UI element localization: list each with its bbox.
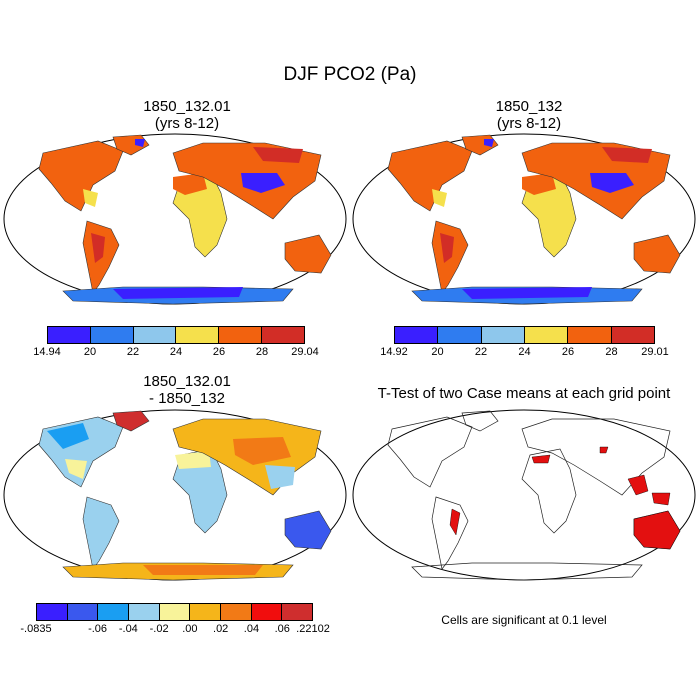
panel3-colorbar-segment (190, 604, 222, 620)
panel2-tick-label: 26 (561, 346, 575, 358)
panel2-colorbar-segment (395, 327, 439, 343)
panel1-colorbar-segment (262, 327, 304, 343)
panel1-title-line2: (yrs 8-12) (154, 115, 220, 132)
panel1-tick-label: 14.94 (33, 346, 61, 358)
panel1-colorbar (47, 326, 305, 344)
panel2-colorbar-segment (438, 327, 482, 343)
panel3-colorbar (36, 603, 313, 621)
panel3-colorbar-segment (37, 604, 68, 620)
panel1-colorbar-segment (133, 327, 177, 343)
panel3-title: 1850_132.01 - 1850_132 (28, 373, 346, 407)
panel3-colorbar-segment (282, 604, 313, 620)
panel3-colorbar-segment (67, 604, 99, 620)
panel2-tick-label: 28 (605, 346, 618, 358)
panel3-colorbar-segment (221, 604, 252, 620)
panel3-tick-label: .02 (213, 623, 229, 635)
panel2-tick-label: 14.92 (380, 346, 408, 358)
panel2-colorbar-labels: 14.92 20 22 24 26 28 29.01 (380, 346, 669, 360)
significance-note: Cells are significant at 0.1 level (441, 613, 607, 627)
panel2-title-line1: 1850_132 (495, 98, 563, 115)
panel3-tick-label: -.04 (118, 623, 138, 635)
panel1-title: 1850_132.01 (yrs 8-12) (28, 98, 346, 132)
panel1-tick-label: 28 (255, 346, 269, 358)
panel3-colorbar-segment (159, 604, 191, 620)
panel1-title-line1: 1850_132.01 (143, 98, 231, 115)
panel4-title-line1: T-Test of two Case means at each grid po… (377, 385, 671, 402)
panel3-tick-label: .22102 (296, 623, 330, 635)
panel2-map (352, 133, 696, 305)
panel1-colorbar-segment (176, 327, 220, 343)
panel2-tick-label: 24 (518, 346, 531, 358)
panel4-significant-cells (449, 446, 681, 550)
panel3-title-line2: - 1850_132 (149, 390, 225, 407)
panel1-tick-label: 22 (126, 346, 140, 358)
panel1-landmasses (38, 134, 332, 305)
panel1-map (3, 133, 347, 305)
panel1-tick-label: 20 (83, 346, 97, 358)
panel1-tick-label: 26 (212, 346, 226, 358)
panel3-tick-label: -.06 (88, 623, 108, 635)
panel2-colorbar (394, 326, 655, 344)
panel3-colorbar-segment (129, 604, 160, 620)
panel3-map (3, 409, 347, 581)
panel2-tick-label: 29.01 (641, 346, 669, 358)
panel3-colorbar-labels: -.0835 -.06 -.04 -.02 .00 .02 .04 .06 .2… (20, 623, 329, 637)
panel3-tick-label: -.0835 (20, 623, 52, 635)
panel4-title: T-Test of two Case means at each grid po… (352, 385, 696, 402)
panel3-tick-label: .04 (243, 623, 260, 635)
panel1-tick-label: 24 (169, 346, 183, 358)
panel2-colorbar-segment (611, 327, 654, 343)
panel1-colorbar-segment (219, 327, 263, 343)
panel4-map (352, 409, 696, 581)
panel3-colorbar-segment (98, 604, 130, 620)
panel2-tick-label: 20 (431, 346, 444, 358)
panel3-landmasses (38, 410, 332, 581)
panel1-colorbar-segment (48, 327, 91, 343)
panel2-tick-label: 22 (474, 346, 488, 358)
panel1-tick-label: 29.04 (291, 346, 319, 358)
panel3-tick-label: -.02 (149, 623, 169, 635)
panel3-title-line1: 1850_132.01 (143, 373, 231, 390)
panel2-colorbar-segment (524, 327, 569, 343)
panel2-title: 1850_132 (yrs 8-12) (364, 98, 694, 132)
panel3-colorbar-segment (251, 604, 283, 620)
panel1-colorbar-segment (90, 327, 134, 343)
panel2-landmasses (387, 134, 681, 305)
panel2-title-line2: (yrs 8-12) (496, 115, 562, 132)
panel1-colorbar-labels: 14.94 20 22 24 26 28 29.04 (33, 346, 319, 360)
panel2-colorbar-segment (481, 327, 525, 343)
figure-title: DJF PCO2 (Pa) (283, 64, 417, 85)
panel3-tick-label: .06 (274, 623, 290, 635)
panel2-colorbar-segment (568, 327, 612, 343)
panel3-tick-label: .00 (182, 623, 198, 635)
